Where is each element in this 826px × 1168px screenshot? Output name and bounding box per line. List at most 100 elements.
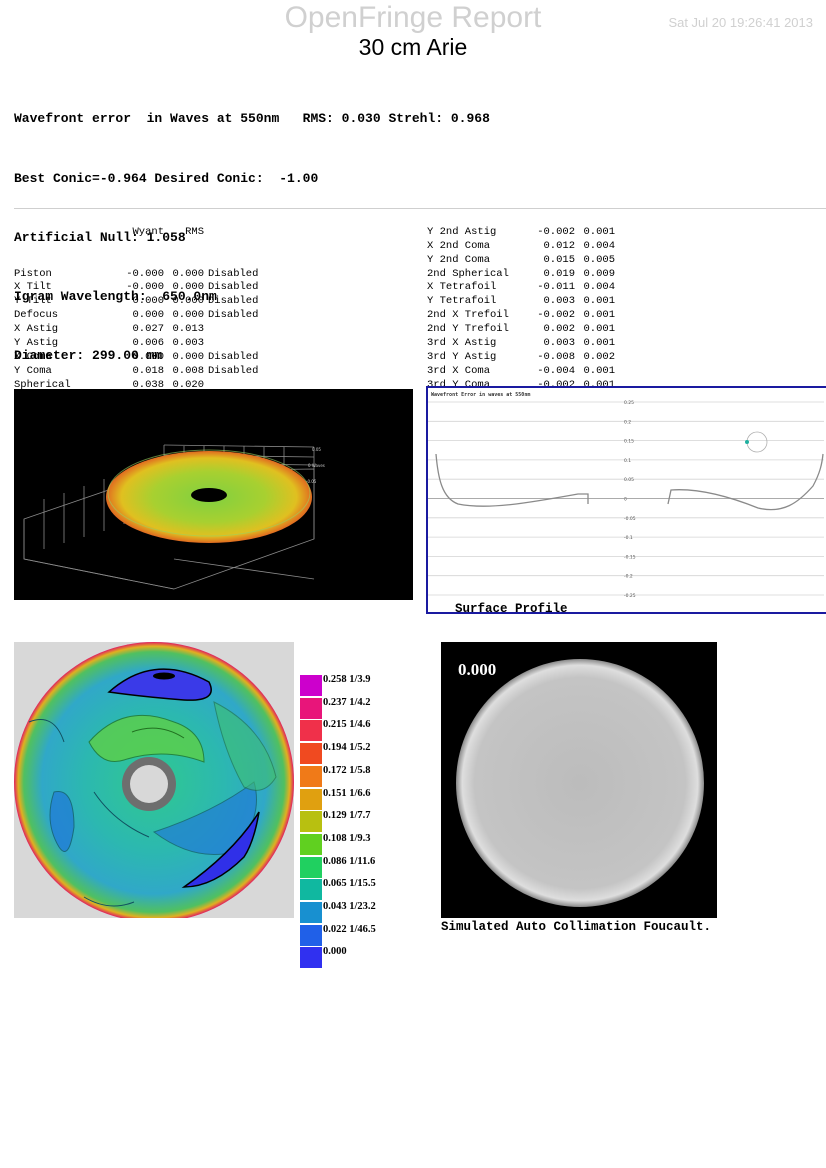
y-tick-label: 0.2: [624, 419, 631, 425]
legend-item: 0.129 1/7.7: [300, 810, 400, 833]
term-wyant: -0.008: [537, 350, 575, 363]
legend-item: 0.215 1/4.6: [300, 719, 400, 742]
legend-label: 0.108 1/9.3: [323, 832, 371, 844]
term-rms: 0.000: [172, 267, 204, 280]
surface-profile-plot: 0.25 0.2 0.15 0.1 0.05 0 -0.05 -0.1 -0.15 -0.2 -0.…: [428, 400, 824, 599]
y-tick-label: 0: [624, 497, 627, 503]
report-datetime: Sat Jul 20 19:26:41 2013: [668, 15, 813, 30]
legend-swatch: [300, 856, 322, 878]
term-name: Y 2nd Astig: [427, 225, 497, 238]
term-rms: 0.009: [583, 267, 615, 280]
legend-label: 0.022 1/46.5: [323, 923, 376, 935]
report-title: OpenFringe Report: [284, 1, 542, 34]
mirror-name: 30 cm Arie: [358, 34, 468, 60]
term-name: X Tilt: [14, 281, 52, 294]
legend-label: 0.172 1/5.8: [323, 764, 371, 776]
term-wyant: 0.019: [543, 267, 575, 280]
legend-label: 0.237 1/4.2: [323, 696, 371, 708]
legend-swatch: [300, 697, 322, 719]
zernike-row: 3rd X Astig 0.003 0.001: [427, 337, 615, 351]
term-name: 3rd X Astig: [427, 337, 497, 350]
term-wyant: -0.002: [537, 309, 575, 322]
term-rms: 0.020: [172, 378, 204, 391]
zernike-row: 2nd Spherical 0.019 0.009: [427, 268, 615, 282]
legend-swatch: [300, 833, 322, 855]
legend-item: 0.172 1/5.8: [300, 764, 400, 787]
term-state: Disabled: [208, 309, 259, 322]
zernike-row: X Tilt -0.000 0.000 Disabled: [14, 281, 278, 295]
term-state: [204, 337, 278, 351]
term-rms: 0.001: [583, 337, 615, 350]
term-state: Disabled: [208, 295, 259, 308]
legend-swatch: [300, 675, 322, 696]
y-tick-label: -0.1: [624, 535, 633, 541]
legend-label: 0.086 1/11.6: [323, 855, 376, 867]
term-name: Y Coma: [14, 364, 52, 377]
term-rms: 0.001: [583, 309, 615, 322]
legend-item: 0.065 1/15.5: [300, 878, 400, 901]
term-wyant: 0.000: [132, 295, 164, 308]
term-name: 2nd Y Trefoil: [427, 323, 509, 336]
zernike-row: Y Coma 0.018 0.008 Disabled: [14, 365, 278, 379]
wavefront-3d-plot: 0.05 0 Waves -0.05: [23, 444, 325, 590]
y-tick-label: 0.15: [624, 439, 634, 445]
term-rms: 0.004: [583, 281, 615, 294]
zernike-row: Defocus 0.000 0.000 Disabled: [14, 309, 278, 323]
term-state: [204, 323, 278, 337]
term-name: 3rd X Coma: [427, 364, 491, 377]
term-wyant: 0.002: [543, 323, 575, 336]
term-name: Defocus: [14, 309, 59, 322]
svg-text:-0.05: -0.05: [306, 479, 317, 484]
term-wyant: 0.038: [132, 378, 164, 391]
legend-label: 0.194 1/5.2: [323, 742, 371, 754]
profile-line: [435, 453, 589, 507]
legend-label: 0.000: [323, 946, 347, 958]
term-rms: 0.005: [583, 253, 615, 266]
term-state: Disabled: [208, 267, 259, 280]
term-rms: 0.000: [172, 309, 204, 322]
term-name: Spherical: [14, 378, 71, 391]
zernike-row: Y Tilt 0.000 0.000 Disabled: [14, 295, 278, 309]
header-rms: RMS: [185, 225, 204, 238]
legend-swatch: [300, 879, 322, 901]
central-hole: [191, 488, 227, 502]
term-wyant: 0.018: [132, 364, 164, 377]
term-rms: 0.000: [172, 295, 204, 308]
term-name: Piston: [14, 267, 52, 280]
term-wyant: 0.027: [132, 323, 164, 336]
wavefront-3d-view: 0.05 0 Waves -0.05: [14, 389, 413, 600]
legend-item: 0.237 1/4.2: [300, 696, 400, 719]
profile-orientation-inset: [746, 431, 768, 453]
term-wyant: 0.003: [543, 337, 575, 350]
legend-swatch: [300, 720, 322, 742]
term-wyant: 0.000: [132, 309, 164, 322]
term-wyant: -0.000: [126, 267, 164, 280]
foucault-zone-value: 0.000: [458, 660, 497, 679]
y-tick-label: 0.25: [624, 400, 634, 406]
zernike-row: Y Tetrafoil 0.003 0.001: [427, 295, 615, 309]
central-obstruction: [130, 765, 168, 803]
legend-label: 0.258 1/3.9: [323, 674, 371, 685]
y-tick-label: -0.15: [624, 554, 636, 560]
legend-label: 0.043 1/23.2: [323, 901, 376, 912]
profile-line: [667, 453, 824, 511]
legend-label: 0.151 1/6.6: [323, 787, 371, 799]
zernike-row: Spherical 0.038 0.020: [14, 379, 278, 393]
legend-swatch: [300, 765, 322, 787]
zernike-row: 2nd Y Trefoil 0.002 0.001: [427, 323, 615, 337]
term-state: Disabled: [208, 350, 259, 363]
legend-item: 0.086 1/11.6: [300, 855, 400, 878]
term-rms: 0.000: [172, 281, 204, 294]
term-rms: 0.013: [172, 323, 204, 336]
zernike-row: X Coma 0.000 0.000 Disabled: [14, 351, 278, 365]
term-rms: 0.001: [583, 225, 615, 238]
term-wyant: 0.015: [543, 253, 575, 266]
y-tick-label: -0.05: [624, 516, 636, 522]
zernike-table-right: Y 2nd Astig -0.002 0.001 X 2nd Coma 0.012 0.0…: [427, 198, 615, 407]
summary-diameter-line: Diameter: 299.00 mm: [14, 347, 163, 363]
term-rms: 0.003: [172, 337, 204, 350]
term-name: 3rd Y Astig: [427, 350, 497, 363]
term-name: Y Astig: [14, 337, 59, 350]
term-wyant: -0.011: [537, 281, 575, 294]
header-name: [14, 226, 112, 240]
